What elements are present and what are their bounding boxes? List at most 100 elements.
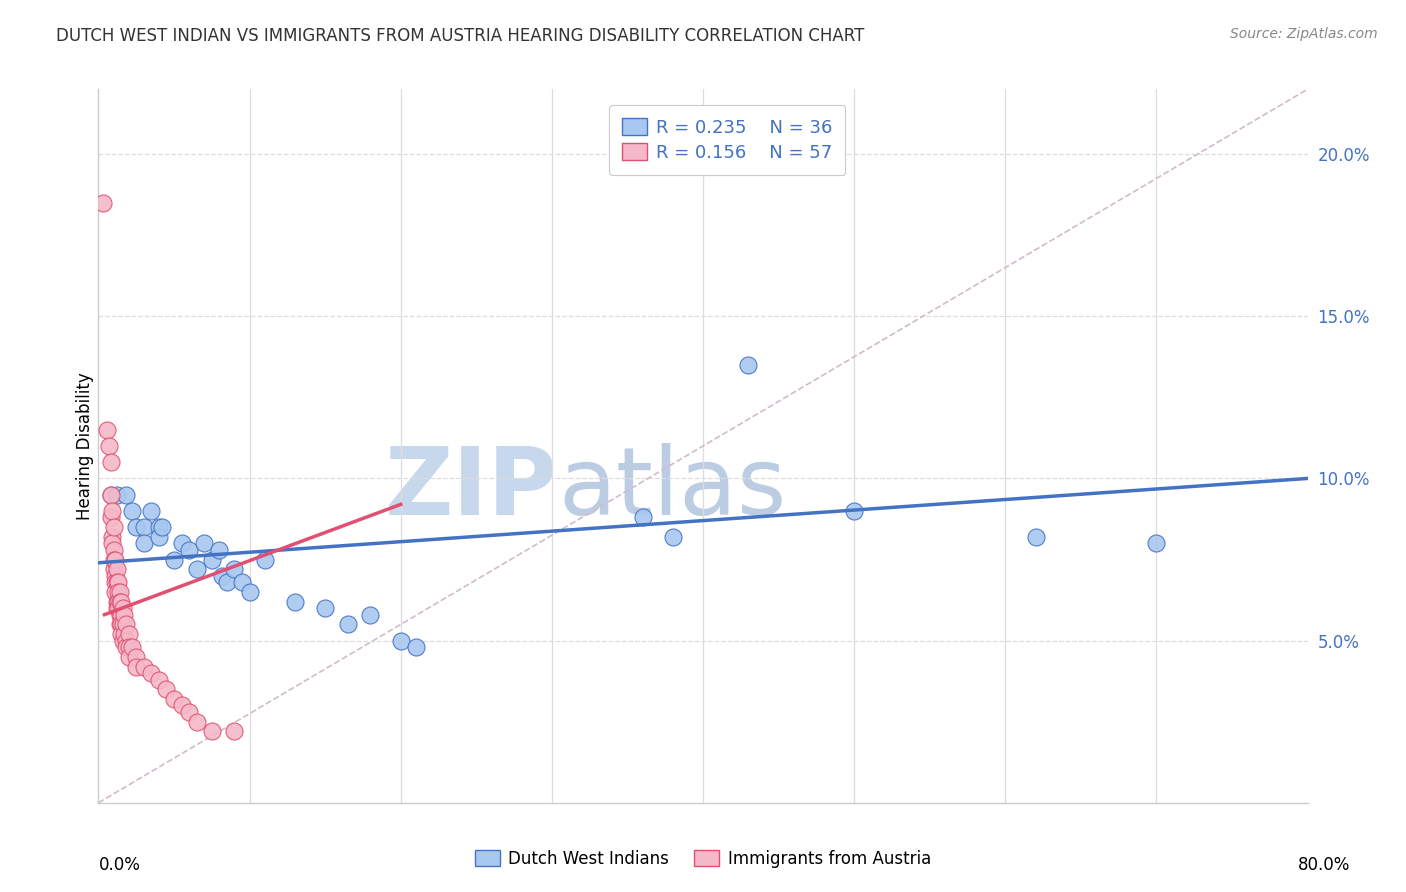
- Point: [239, 585, 262, 599]
- Point: [107, 585, 129, 599]
- Point: [111, 617, 134, 632]
- Point: [104, 585, 127, 599]
- Point: [179, 542, 201, 557]
- Point: [104, 552, 127, 566]
- Point: [125, 520, 148, 534]
- Point: [112, 627, 135, 641]
- Text: atlas: atlas: [558, 442, 786, 535]
- Point: [179, 705, 201, 719]
- Point: [105, 601, 128, 615]
- Point: [103, 520, 125, 534]
- Point: [314, 601, 336, 615]
- Point: [121, 640, 143, 654]
- Point: [231, 575, 253, 590]
- Point: [1024, 530, 1046, 544]
- Point: [110, 595, 132, 609]
- Point: [108, 617, 131, 632]
- Point: [111, 633, 134, 648]
- Point: [118, 640, 141, 654]
- Point: [110, 617, 132, 632]
- Point: [105, 595, 128, 609]
- Point: [125, 659, 148, 673]
- Point: [141, 666, 163, 681]
- Point: [163, 552, 186, 566]
- Point: [103, 562, 125, 576]
- Point: [108, 585, 131, 599]
- Point: [284, 595, 307, 609]
- Point: [163, 692, 186, 706]
- Point: [405, 640, 427, 654]
- Point: [132, 520, 155, 534]
- Y-axis label: Hearing Disability: Hearing Disability: [76, 372, 94, 520]
- Point: [118, 649, 141, 664]
- Point: [148, 530, 170, 544]
- Point: [631, 510, 654, 524]
- Point: [208, 542, 231, 557]
- Point: [98, 439, 121, 453]
- Text: Source: ZipAtlas.com: Source: ZipAtlas.com: [1230, 27, 1378, 41]
- Point: [112, 607, 135, 622]
- Point: [253, 552, 276, 566]
- Point: [737, 358, 759, 372]
- Point: [101, 536, 124, 550]
- Point: [150, 520, 173, 534]
- Legend: Dutch West Indians, Immigrants from Austria: Dutch West Indians, Immigrants from Aust…: [468, 844, 938, 875]
- Point: [104, 575, 127, 590]
- Point: [148, 520, 170, 534]
- Point: [132, 536, 155, 550]
- Point: [100, 488, 122, 502]
- Text: 0.0%: 0.0%: [98, 856, 141, 874]
- Point: [389, 633, 412, 648]
- Point: [101, 504, 124, 518]
- Point: [1144, 536, 1167, 550]
- Point: [114, 640, 136, 654]
- Point: [336, 617, 359, 632]
- Point: [224, 562, 246, 576]
- Point: [107, 575, 129, 590]
- Point: [155, 682, 177, 697]
- Point: [100, 488, 122, 502]
- Point: [170, 698, 193, 713]
- Point: [114, 633, 136, 648]
- Point: [114, 488, 136, 502]
- Legend: R = 0.235    N = 36, R = 0.156    N = 57: R = 0.235 N = 36, R = 0.156 N = 57: [609, 105, 845, 175]
- Point: [114, 617, 136, 632]
- Point: [360, 607, 382, 622]
- Point: [844, 504, 866, 518]
- Point: [104, 568, 127, 582]
- Text: ZIP: ZIP: [385, 442, 558, 535]
- Point: [103, 542, 125, 557]
- Point: [103, 552, 125, 566]
- Point: [661, 530, 683, 544]
- Point: [105, 575, 128, 590]
- Point: [141, 504, 163, 518]
- Point: [108, 607, 131, 622]
- Text: 80.0%: 80.0%: [1298, 856, 1350, 874]
- Point: [186, 714, 208, 729]
- Point: [100, 510, 122, 524]
- Point: [201, 552, 224, 566]
- Text: DUTCH WEST INDIAN VS IMMIGRANTS FROM AUSTRIA HEARING DISABILITY CORRELATION CHAR: DUTCH WEST INDIAN VS IMMIGRANTS FROM AUS…: [56, 27, 865, 45]
- Point: [118, 627, 141, 641]
- Point: [201, 724, 224, 739]
- Point: [105, 488, 128, 502]
- Point: [108, 595, 131, 609]
- Point: [121, 504, 143, 518]
- Point: [105, 562, 128, 576]
- Point: [96, 423, 118, 437]
- Point: [107, 601, 129, 615]
- Point: [211, 568, 233, 582]
- Point: [170, 536, 193, 550]
- Point: [107, 595, 129, 609]
- Point: [224, 724, 246, 739]
- Point: [193, 536, 215, 550]
- Point: [125, 649, 148, 664]
- Point: [91, 195, 114, 210]
- Point: [100, 455, 122, 469]
- Point: [132, 659, 155, 673]
- Point: [148, 673, 170, 687]
- Point: [101, 530, 124, 544]
- Point: [110, 627, 132, 641]
- Point: [111, 601, 134, 615]
- Point: [215, 575, 238, 590]
